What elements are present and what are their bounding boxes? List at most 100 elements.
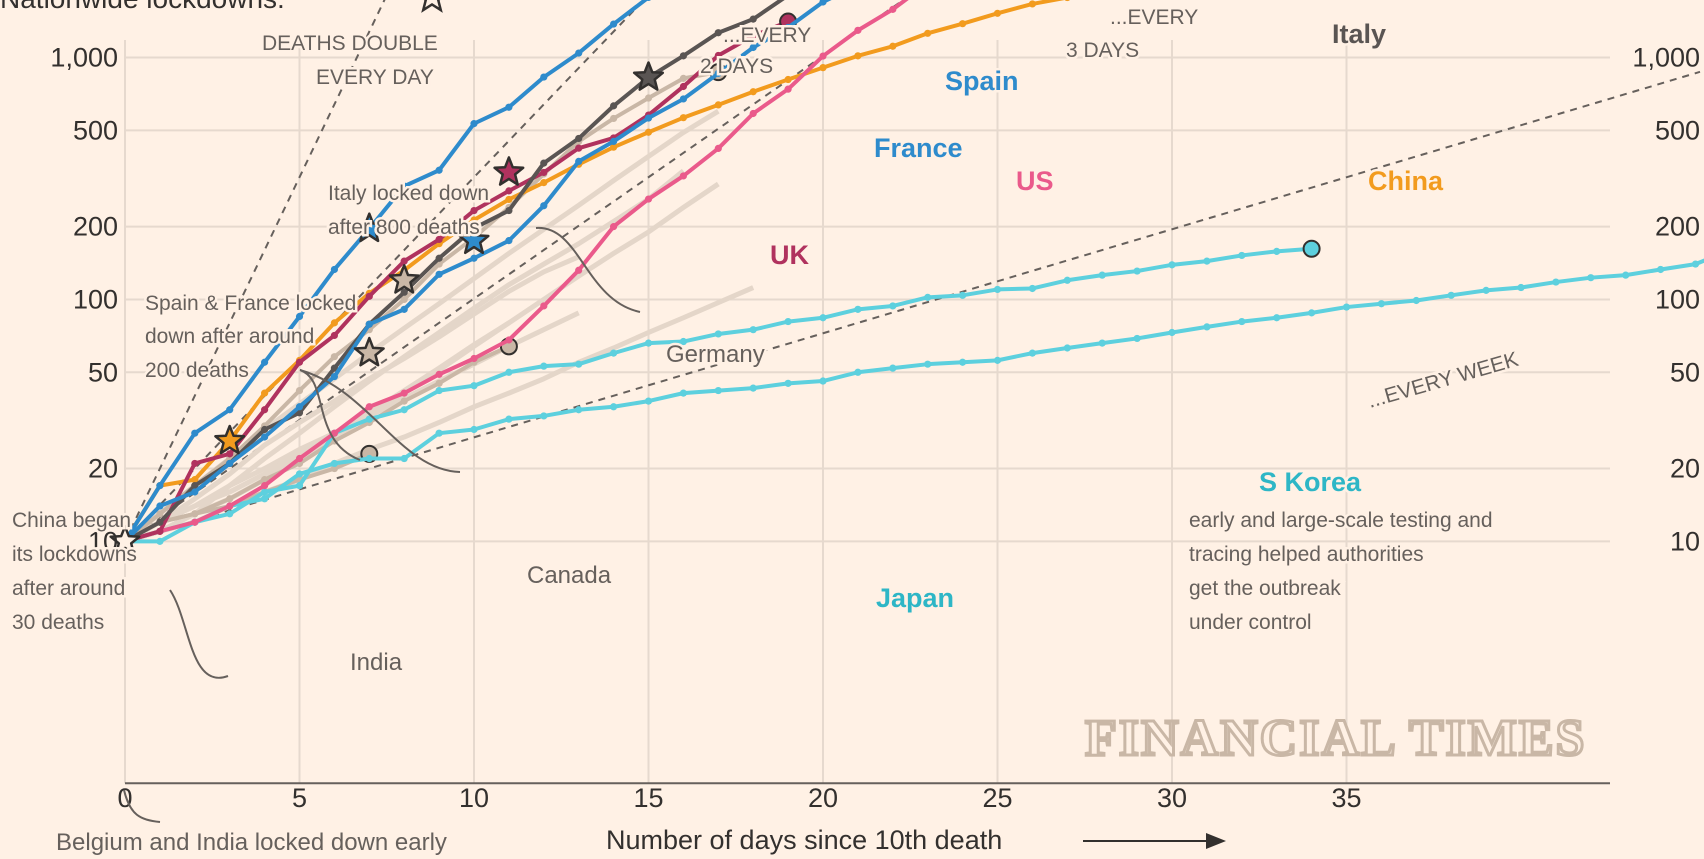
data-point bbox=[435, 379, 443, 387]
data-point bbox=[191, 429, 199, 437]
data-point bbox=[435, 166, 443, 174]
data-point bbox=[749, 326, 757, 334]
data-point bbox=[1028, 0, 1036, 8]
y-tick-label-right: 200 bbox=[1655, 212, 1700, 242]
series-line bbox=[123, 70, 719, 543]
data-point bbox=[365, 320, 373, 328]
data-point bbox=[679, 114, 688, 122]
spain-france-note-line2: down after around bbox=[145, 325, 314, 348]
data-point bbox=[295, 403, 304, 411]
data-point bbox=[959, 20, 967, 28]
data-point bbox=[1168, 261, 1176, 269]
lockdown-star-icon bbox=[388, 264, 420, 294]
data-point bbox=[889, 302, 897, 310]
y-tick-label-left: 50 bbox=[88, 357, 118, 387]
data-point bbox=[1063, 276, 1071, 284]
series-france bbox=[121, 0, 832, 545]
data-point bbox=[261, 358, 269, 366]
data-point bbox=[400, 305, 408, 313]
data-point bbox=[993, 356, 1002, 364]
data-point bbox=[854, 52, 862, 60]
header-title: Nationwide lockdowns: bbox=[0, 0, 285, 14]
data-point bbox=[749, 32, 757, 40]
data-point bbox=[261, 476, 269, 484]
x-tick-label: 30 bbox=[1157, 783, 1187, 813]
data-point bbox=[784, 85, 792, 93]
data-point bbox=[400, 406, 408, 414]
data-point bbox=[505, 103, 513, 111]
series-us bbox=[121, 0, 909, 545]
data-point bbox=[226, 459, 234, 468]
korea-note-line3: get the outbreak bbox=[1189, 577, 1341, 600]
data-point bbox=[819, 377, 827, 385]
x-axis-arrow bbox=[1083, 833, 1226, 849]
data-point bbox=[1517, 283, 1525, 292]
spain-france-note-line1: Spain & France locked bbox=[145, 292, 356, 315]
data-point bbox=[610, 143, 618, 151]
lockdown-star-icon bbox=[353, 212, 385, 243]
country-labels: Italy Spain France US China UK S Korea J… bbox=[348, 17, 1447, 679]
data-point bbox=[505, 206, 513, 215]
guide-line bbox=[124, 0, 906, 543]
data-point bbox=[1064, 0, 1070, 2]
data-point bbox=[646, 0, 651, 1]
italy-note-line1: Italy locked down bbox=[328, 182, 489, 205]
y-tick-label-left: 500 bbox=[73, 115, 118, 145]
data-point bbox=[540, 179, 548, 187]
y-tick-label-right: 1,000 bbox=[1632, 43, 1700, 73]
korea-note-line4: under control bbox=[1189, 611, 1312, 634]
data-point bbox=[854, 305, 862, 313]
header-star-icon bbox=[421, 0, 443, 13]
data-point bbox=[191, 518, 199, 526]
data-point bbox=[470, 425, 478, 434]
x-tick-label: 5 bbox=[292, 783, 307, 813]
data-point bbox=[470, 120, 478, 128]
guide-label-every-day-line2: EVERY DAY bbox=[316, 66, 434, 89]
data-point bbox=[679, 52, 688, 60]
data-point bbox=[191, 476, 199, 484]
data-point bbox=[679, 95, 688, 103]
data-point bbox=[1622, 271, 1630, 279]
china-note-line4: 30 deaths bbox=[12, 611, 104, 634]
data-point bbox=[714, 144, 722, 153]
data-point bbox=[156, 527, 164, 535]
data-point bbox=[400, 389, 408, 397]
data-point bbox=[435, 370, 443, 378]
data-point bbox=[330, 459, 338, 468]
y-tick-label-left: 10 bbox=[88, 526, 118, 556]
data-point bbox=[1482, 286, 1490, 294]
data-point bbox=[505, 195, 513, 204]
data-point bbox=[226, 495, 234, 503]
data-point bbox=[1133, 334, 1141, 343]
data-point bbox=[575, 406, 583, 414]
data-point bbox=[191, 488, 199, 496]
data-point bbox=[470, 254, 478, 262]
data-point bbox=[784, 75, 792, 84]
data-point bbox=[365, 454, 373, 463]
data-point bbox=[644, 114, 653, 122]
data-point bbox=[1168, 328, 1176, 337]
data-point bbox=[365, 403, 373, 411]
belgium-note: Belgium and India locked down early bbox=[56, 829, 447, 856]
lockdown-star-icon bbox=[493, 156, 525, 186]
data-point bbox=[400, 182, 408, 190]
data-point bbox=[644, 397, 653, 405]
data-point bbox=[330, 364, 338, 372]
data-point bbox=[889, 42, 897, 50]
data-point bbox=[261, 425, 269, 434]
data-point bbox=[191, 482, 199, 490]
data-point bbox=[261, 433, 269, 441]
y-tick-label-right: 500 bbox=[1655, 115, 1700, 145]
data-point bbox=[226, 502, 234, 510]
data-point bbox=[505, 415, 513, 423]
data-point bbox=[714, 69, 722, 77]
data-point bbox=[1028, 284, 1036, 293]
data-point bbox=[784, 379, 792, 387]
data-point bbox=[540, 202, 548, 210]
data-point bbox=[749, 109, 757, 118]
data-point bbox=[889, 364, 897, 372]
data-point bbox=[295, 454, 304, 463]
data-point bbox=[749, 43, 757, 52]
data-point bbox=[610, 349, 618, 357]
